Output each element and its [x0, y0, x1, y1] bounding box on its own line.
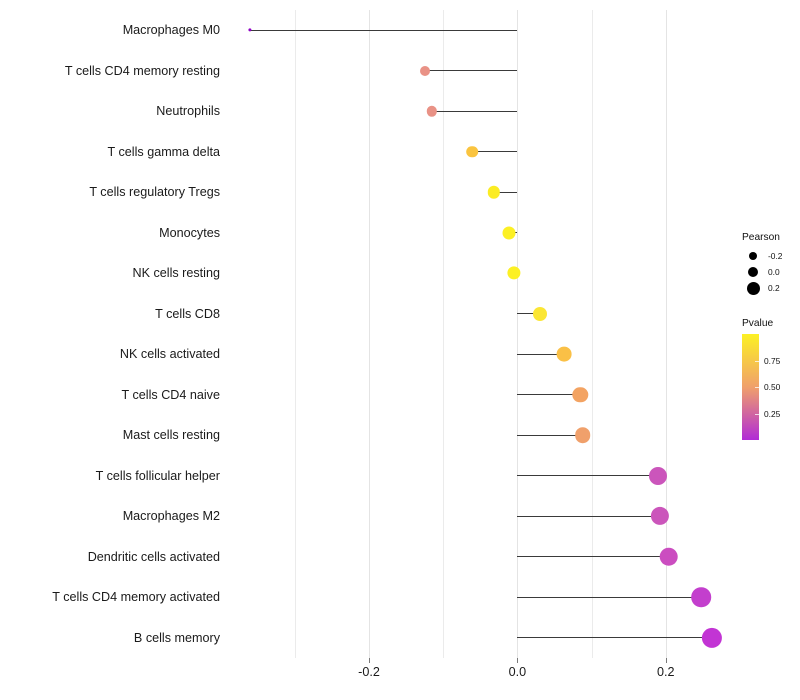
- lollipop-stem: [517, 313, 540, 315]
- x-axis: -0.2 0.0 0.2: [228, 658, 740, 692]
- pvalue-legend-title: Pvalue: [742, 318, 774, 329]
- lollipop-point[interactable]: [502, 226, 516, 240]
- x-axis-tick: [665, 658, 667, 663]
- pvalue-colorbar-label: 0.75: [764, 355, 781, 366]
- pearson-legend-dot: [742, 251, 764, 261]
- gridline-minor: [294, 10, 296, 658]
- lollipop-stem: [424, 70, 518, 72]
- y-axis-tick-label: NK cells activated: [119, 347, 220, 362]
- pvalue-colorbar-label: 0.50: [764, 382, 781, 392]
- lollipop-point[interactable]: [532, 306, 547, 321]
- lollipop-stem: [249, 29, 518, 31]
- lollipop-stem: [493, 191, 518, 193]
- y-axis-tick-label: Neutrophils: [156, 104, 220, 119]
- lollipop-stem: [432, 110, 518, 112]
- gridline-major: [517, 10, 519, 658]
- pvalue-color-legend: Pvalue 0.75 0.50 0.25: [742, 318, 800, 440]
- lollipop-point[interactable]: [556, 346, 572, 362]
- pearson-size-legend: Pearson -0.2 0.0 0.2: [742, 232, 800, 296]
- y-axis-tick-label: T cells CD4 memory activated: [52, 590, 220, 605]
- lollipop-stem: [517, 353, 565, 355]
- lollipop-point[interactable]: [701, 627, 722, 648]
- lollipop-point[interactable]: [466, 145, 478, 158]
- y-axis-tick-label: Macrophages M0: [122, 23, 220, 38]
- lollipop-point[interactable]: [507, 266, 521, 280]
- pearson-legend-keys: -0.2 0.0 0.2: [742, 248, 800, 296]
- lollipop-point[interactable]: [649, 466, 668, 485]
- gridline-minor: [591, 10, 593, 658]
- pvalue-colorbar-tick: [755, 387, 761, 388]
- pearson-legend-dot: [742, 281, 764, 295]
- gridline-minor: [443, 10, 445, 658]
- lollipop-stem: [517, 475, 659, 477]
- pvalue-colorbar: [742, 334, 759, 440]
- x-axis-tick-label: -0.2: [358, 665, 380, 679]
- pvalue-colorbar-tick: [755, 413, 761, 415]
- gridline-major: [368, 10, 370, 658]
- pearson-legend-item: -0.2: [742, 248, 800, 264]
- x-axis-tick-label: 0.2: [657, 665, 675, 679]
- y-axis-tick-label: Monocytes: [159, 225, 220, 240]
- y-axis-tick-label: B cells memory: [133, 630, 220, 645]
- gridline-major: [665, 10, 667, 658]
- pearson-legend-dot: [742, 266, 764, 278]
- y-axis-tick-label: Macrophages M2: [122, 509, 220, 524]
- lollipop-point[interactable]: [574, 427, 591, 444]
- lollipop-stem: [517, 637, 712, 639]
- lollipop-stem: [517, 515, 660, 517]
- y-axis-tick-label: T cells follicular helper: [95, 468, 220, 483]
- y-axis-labels: Macrophages M0 T cells CD4 memory resting…: [0, 10, 220, 658]
- y-axis-tick-label: NK cells resting: [132, 266, 221, 281]
- legend-container: Pearson -0.2 0.0 0.2 Pvalue 0.75 0.50 0.25: [742, 232, 800, 440]
- x-axis-tick: [368, 658, 370, 663]
- y-axis-tick-label: Dendritic cells activated: [87, 549, 220, 564]
- lollipop-point[interactable]: [650, 507, 669, 526]
- pvalue-colorbar-label: 0.25: [764, 408, 781, 419]
- pearson-legend-title: Pearson: [742, 232, 780, 243]
- y-axis-tick-label: T cells CD4 naive: [121, 387, 220, 402]
- lollipop-point[interactable]: [572, 387, 589, 403]
- plot-panel: [228, 10, 740, 658]
- lollipop-point[interactable]: [247, 28, 252, 32]
- lollipop-stem: [472, 151, 518, 153]
- lollipop-point[interactable]: [691, 587, 712, 608]
- y-axis-tick-label: T cells CD4 memory resting: [64, 63, 220, 78]
- pearson-legend-label: 0.2: [768, 283, 780, 293]
- lollipop-stem: [517, 394, 581, 396]
- pvalue-colorbar-wrap: 0.75 0.50 0.25: [742, 334, 796, 440]
- lollipop-point[interactable]: [659, 547, 679, 567]
- x-axis-tick-label: 0.0: [508, 665, 527, 679]
- pearson-legend-item: 0.0: [742, 264, 800, 280]
- lollipop-stem: [517, 596, 702, 598]
- pvalue-colorbar-tick: [755, 360, 761, 362]
- lollipop-point[interactable]: [419, 65, 430, 76]
- y-axis-tick-label: T cells gamma delta: [107, 144, 220, 159]
- lollipop-point[interactable]: [487, 186, 500, 199]
- pearson-legend-item: 0.2: [742, 280, 800, 296]
- x-axis-tick: [517, 658, 519, 663]
- lollipop-point[interactable]: [426, 106, 438, 117]
- y-axis-tick-label: Mast cells resting: [122, 428, 220, 443]
- pearson-legend-label: 0.0: [768, 267, 780, 277]
- y-axis-tick-label: T cells CD8: [155, 306, 220, 321]
- y-axis-tick-label: T cells regulatory Tregs: [89, 185, 220, 200]
- lollipop-stem: [517, 434, 583, 436]
- lollipop-stem: [517, 556, 669, 558]
- pearson-legend-label: -0.2: [768, 251, 783, 261]
